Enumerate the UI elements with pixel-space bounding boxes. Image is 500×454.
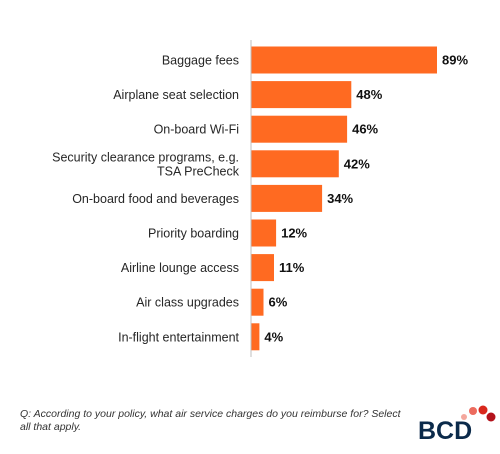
category-label: TSA PreCheck <box>157 164 240 178</box>
bar <box>251 288 264 316</box>
bars-layer: 89% Baggage fees 48% Airplane seat selectio… <box>52 46 468 351</box>
bar <box>251 150 339 178</box>
logo-wordmark: BCD <box>418 417 473 445</box>
logo-dot <box>478 405 488 415</box>
bar <box>251 219 277 247</box>
logo-dot <box>469 407 477 415</box>
bar <box>251 184 323 212</box>
bar <box>251 81 352 109</box>
category-label: Security clearance programs, e.g. <box>52 150 239 164</box>
category-label: Air class upgrades <box>136 296 239 310</box>
data-label: 4% <box>264 329 283 344</box>
data-label: 12% <box>281 226 307 241</box>
data-label: 11% <box>279 260 305 275</box>
bar <box>251 254 274 282</box>
category-label: On-board Wi-Fi <box>154 123 239 137</box>
category-label: In-flight entertainment <box>118 330 239 344</box>
survey-question-footnote: Q: According to your policy, what air se… <box>20 408 401 433</box>
data-label: 46% <box>352 122 378 137</box>
bar <box>251 323 260 351</box>
category-label: Airplane seat selection <box>113 88 239 102</box>
category-label: Baggage fees <box>162 54 239 68</box>
bcd-logo: BCD <box>418 404 496 448</box>
data-label: 42% <box>344 156 370 171</box>
bar <box>251 115 348 143</box>
category-label: On-board food and beverages <box>72 192 239 206</box>
bar-chart: 89% Baggage fees 48% Airplane seat selectio… <box>52 40 468 357</box>
data-label: 89% <box>442 53 468 68</box>
bar <box>251 46 437 74</box>
data-label: 48% <box>356 87 382 102</box>
category-label: Airline lounge access <box>121 261 239 275</box>
logo-dot <box>461 414 467 420</box>
logo-dot <box>486 412 496 422</box>
data-label: 34% <box>327 191 353 206</box>
logo-dots-icon <box>461 405 496 422</box>
data-label: 6% <box>269 295 288 310</box>
category-label: Priority boarding <box>148 227 239 241</box>
